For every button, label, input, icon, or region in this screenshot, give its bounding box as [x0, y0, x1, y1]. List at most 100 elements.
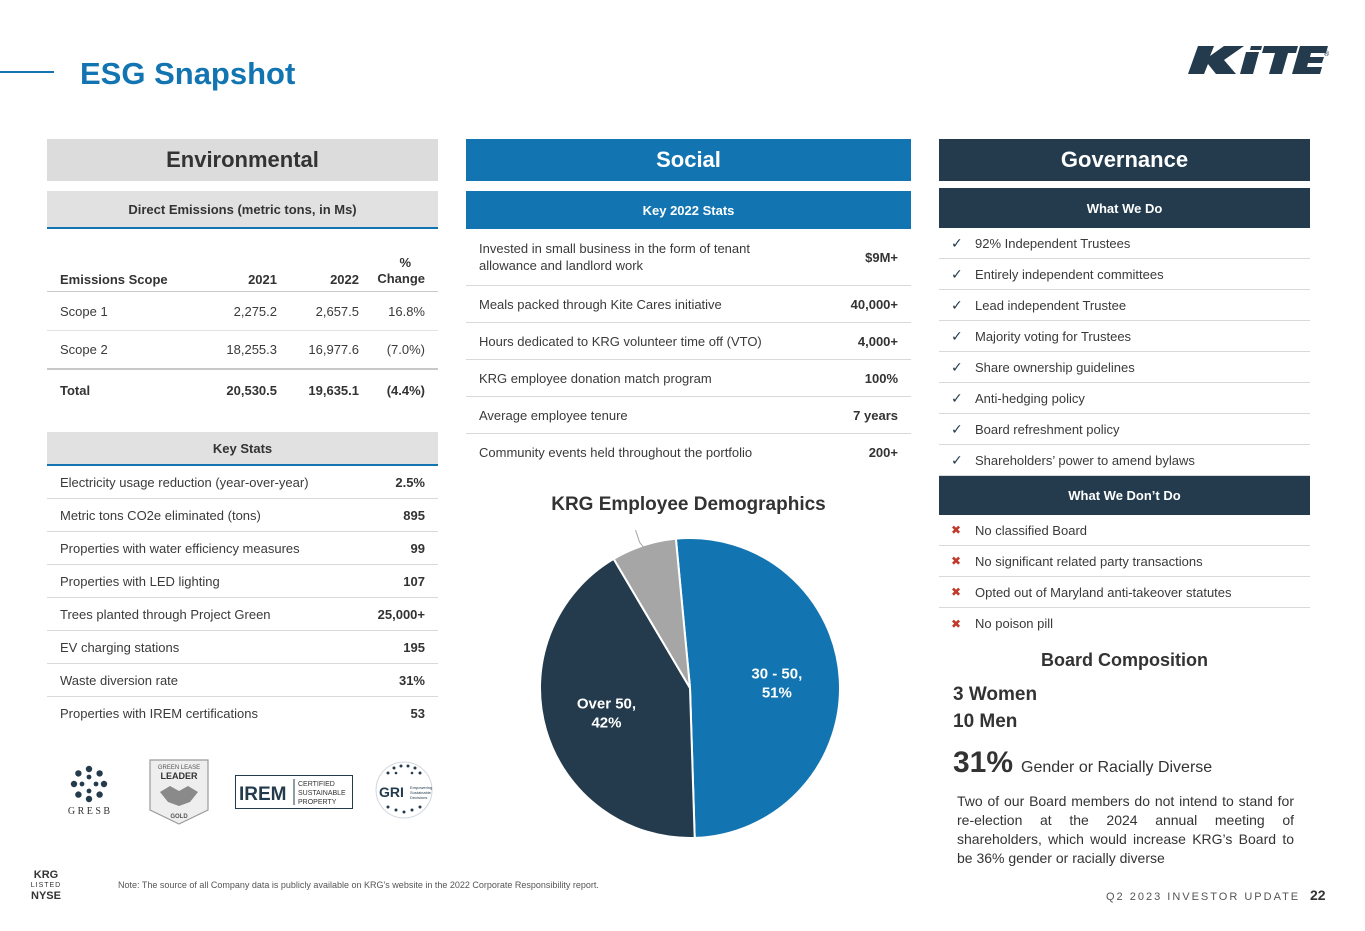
cross-icon: ✖ — [951, 554, 962, 568]
env-key-stats-list: Electricity usage reduction (year-over-y… — [47, 466, 438, 730]
board-note: Two of our Board members do not intend t… — [957, 793, 1294, 866]
list-item: ✖ Opted out of Maryland anti-takeover sta… — [939, 577, 1310, 608]
diverse-percentage: 31% — [953, 746, 1014, 779]
checkmark-icon: ✓ — [951, 358, 963, 375]
stat-label: Hours dedicated to KRG volunteer time of… — [479, 333, 762, 349]
cross-icon: ✖ — [951, 616, 962, 631]
page-title: ESG Snapshot — [80, 56, 296, 91]
irem-sub1: CERTIFIED — [298, 781, 335, 788]
board-women-count: 3 Women — [953, 684, 1038, 705]
stat-label: Properties with IREM certifications — [60, 706, 258, 721]
list-item: Properties with water efficiency measure… — [47, 532, 438, 565]
stat-value: 2.5% — [395, 474, 425, 490]
value-2021-cell: 2,275.2 — [233, 303, 277, 319]
green-lease-top-text: GREEN LEASE — [158, 765, 200, 771]
what-we-do-list: ✓ 92% Independent Trustees ✓ Entirely inde… — [939, 228, 1310, 476]
list-item: ✓ Majority voting for Trustees — [939, 321, 1310, 352]
listing-exchange: NYSE — [31, 890, 61, 902]
pie-slice — [539, 557, 696, 839]
list-item: ✓ Entirely independent committees — [939, 259, 1310, 290]
cross-icon: ✖ — [951, 523, 962, 537]
scope-cell: Scope 2 — [60, 342, 108, 357]
stat-label: EV charging stations — [60, 639, 180, 655]
policy-label: 92% Independent Trustees — [975, 235, 1131, 251]
governance-header: Governance — [939, 139, 1310, 181]
policy-label: No classified Board — [975, 522, 1087, 538]
stat-value: 4,000+ — [857, 333, 898, 349]
policy-label: Majority voting for Trustees — [975, 328, 1132, 344]
gri-badge: GRI Empowering Sustainable Decisions — [375, 761, 433, 819]
value-2022-cell: 19,635.1 — [308, 382, 359, 398]
stat-label: Waste diversion rate — [60, 672, 179, 688]
list-item: Trees planted through Project Green 25,00… — [47, 598, 438, 631]
list-item: ✓ Share ownership guidelines — [939, 352, 1310, 383]
policy-label: Entirely independent committees — [975, 266, 1164, 282]
list-item: Community events held throughout the por… — [466, 434, 911, 471]
stat-value: 107 — [403, 573, 425, 589]
demographics-pie-chart: 30 - 50,51%Over 50,42%Under 30,7% — [539, 530, 840, 839]
irem-sub3: PROPERTY — [298, 799, 337, 806]
handshake-icon — [160, 786, 198, 806]
list-item: KRG employee donation match program 100% — [466, 360, 911, 397]
footer-label: Q2 2023 INVESTOR UPDATE — [1106, 891, 1301, 903]
list-item: ✓ Shareholders’ power to amend bylaws — [939, 445, 1310, 476]
table-row: Scope 2 18,255.3 16,977.6 (7.0%) — [47, 331, 438, 370]
list-item: Properties with IREM certifications 53 — [47, 697, 438, 730]
stat-value: 100% — [864, 370, 898, 386]
pie-slice-value: 42% — [591, 714, 621, 731]
list-item: ✓ Anti-hedging policy — [939, 383, 1310, 414]
nyse-listing-mark: KRG LISTED NYSE — [28, 869, 64, 902]
checkmark-icon: ✓ — [951, 389, 963, 406]
stat-value: 99 — [410, 540, 425, 556]
value-2022-cell: 2,657.5 — [315, 303, 359, 319]
change-cell: (4.4%) — [386, 382, 425, 398]
what-we-do-title: What We Do — [939, 188, 1310, 228]
stat-label: Meals packed through Kite Cares initiati… — [479, 296, 722, 312]
policy-label: Lead independent Trustee — [975, 297, 1127, 313]
list-item: ✓ Lead independent Trustee — [939, 290, 1310, 321]
table-row: Scope 1 2,275.2 2,657.5 16.8% — [47, 292, 438, 331]
green-lease-tier-text: GOLD — [170, 814, 188, 820]
stat-value: 200+ — [868, 445, 898, 460]
stat-label: Invested in small business in the form o… — [479, 241, 750, 273]
checkmark-icon: ✓ — [951, 451, 963, 468]
list-item: ✓ 92% Independent Trustees — [939, 228, 1310, 259]
source-footnote: Note: The source of all Company data is … — [118, 880, 599, 890]
checkmark-icon: ✓ — [951, 265, 963, 282]
stat-value: 25,000+ — [377, 606, 425, 622]
checkmark-icon: ✓ — [951, 296, 963, 313]
list-item: Hours dedicated to KRG volunteer time of… — [466, 323, 911, 360]
stat-label: Trees planted through Project Green — [60, 606, 271, 622]
kite-logo: ® — [1188, 46, 1330, 74]
list-item: Invested in small business in the form o… — [466, 229, 911, 286]
checkmark-icon: ✓ — [951, 420, 963, 437]
stat-label: Electricity usage reduction (year-over-y… — [60, 474, 309, 490]
stat-value: $9M+ — [865, 249, 898, 265]
change-cell: 16.8% — [388, 303, 425, 319]
pie-slice-label: Over 50, — [577, 695, 636, 712]
gresb-badge: G R E S B — [68, 765, 111, 817]
diverse-label: Gender or Racially Diverse — [1021, 759, 1213, 776]
value-2021-cell: 20,530.5 — [226, 382, 277, 398]
irem-badge: IREM CERTIFIED SUSTAINABLE PROPERTY — [235, 775, 353, 809]
stat-label: Average employee tenure — [479, 407, 628, 423]
stat-label: Metric tons CO2e eliminated (tons) — [60, 507, 261, 523]
gri-logo-text: GRI — [379, 784, 404, 800]
listing-ticker: KRG — [33, 869, 59, 881]
policy-label: No poison pill — [975, 616, 1054, 631]
gresb-label: G R E S B — [68, 806, 111, 817]
page-number: 22 — [1310, 887, 1326, 903]
stat-value: 895 — [403, 507, 425, 523]
policy-label: Board refreshment policy — [975, 421, 1120, 437]
gri-sub2: Sustainable — [410, 790, 432, 795]
irem-sub2: SUSTAINABLE — [298, 790, 346, 797]
demographics-chart-title: KRG Employee Demographics — [551, 494, 826, 515]
emissions-header-row: Emissions Scope 2021 2022 % Change — [47, 244, 438, 292]
listing-word: LISTED — [30, 882, 62, 889]
col-header-change-pct: % — [399, 255, 411, 270]
social-stats-list: Invested in small business in the form o… — [466, 229, 911, 471]
stat-label: Properties with LED lighting — [60, 573, 220, 589]
scope-cell: Scope 1 — [60, 303, 108, 319]
list-item: Electricity usage reduction (year-over-y… — [47, 466, 438, 499]
cross-icon: ✖ — [951, 585, 962, 599]
